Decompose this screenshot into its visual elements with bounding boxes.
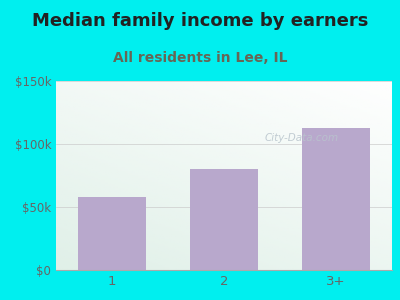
- Bar: [78, 197, 146, 270]
- Bar: [302, 128, 370, 270]
- Text: Median family income by earners: Median family income by earners: [32, 12, 368, 30]
- Bar: [190, 169, 258, 270]
- Text: City-Data.com: City-Data.com: [264, 133, 338, 143]
- Text: All residents in Lee, IL: All residents in Lee, IL: [113, 51, 287, 65]
